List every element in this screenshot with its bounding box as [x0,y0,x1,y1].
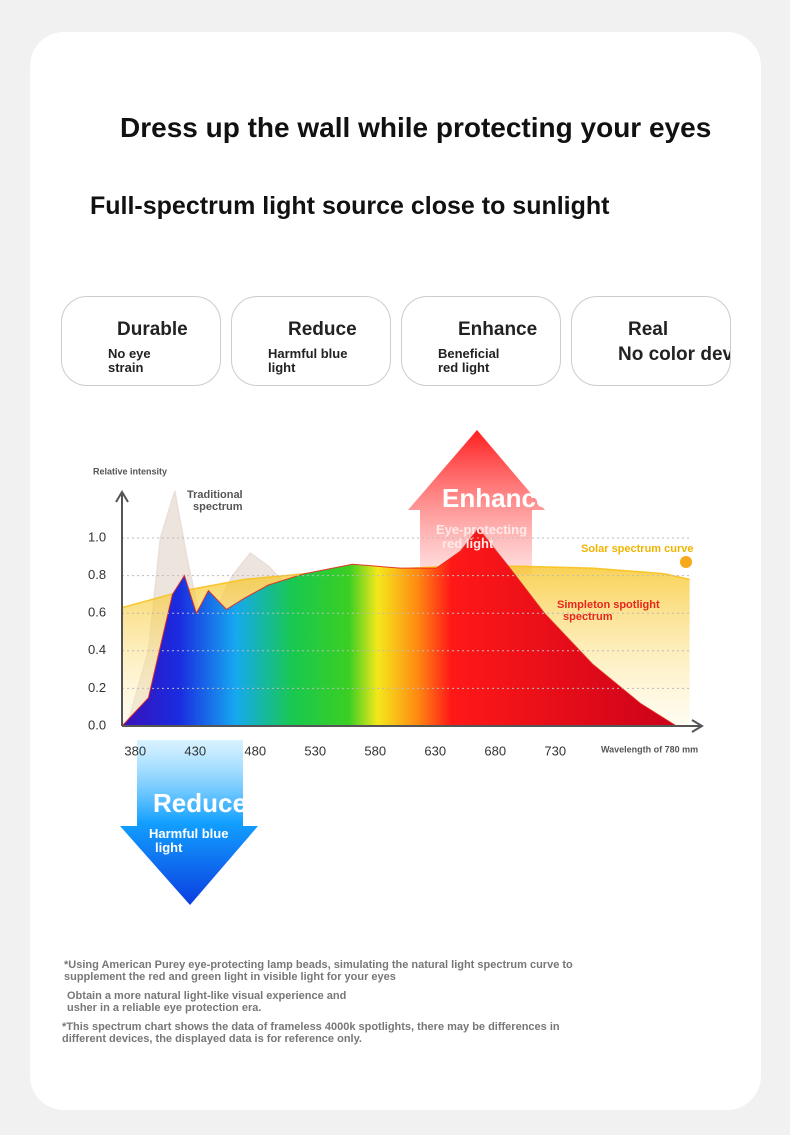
reduce-arrow [120,740,258,905]
feature-text: No eye strain [108,346,151,375]
feature-card: Durable No eye strain [61,296,221,386]
feature-text: No color deviation [618,344,730,365]
footnote: *This spectrum chart shows the data of f… [62,1021,560,1045]
feature-text: Harmful blue light [268,346,348,375]
headline: Dress up the wall while protecting your … [120,112,712,143]
x-tick-label: 430 [184,743,206,758]
x-tick-label: 530 [304,743,326,758]
feature-card: Real No color deviation [571,296,731,386]
feature-card: Enhance Beneficial red light [401,296,561,386]
series-label: Simpleton spotlight spectrum [557,599,660,623]
x-tick-label: 680 [484,743,506,758]
y-tick-label: 0.2 [88,680,106,695]
annotation-text: Eye-protecting red light [436,522,527,551]
x-tick-label: 730 [544,743,566,758]
footnote: Obtain a more natural light-like visual … [67,990,347,1014]
x-axis-label: Wavelength of 780 mm [601,744,698,754]
x-tick-label: 630 [424,743,446,758]
y-axis-label: Relative intensity [93,466,167,476]
y-tick-label: 0.8 [88,567,106,582]
x-tick-label: 580 [364,743,386,758]
x-tick-label: 380 [124,743,146,758]
y-tick-label: 1.0 [88,529,106,544]
footnote: *Using American Purey eye-protecting lam… [64,959,573,983]
feature-title: Enhance [458,319,538,340]
series-line [121,527,677,727]
series-label: Solar spectrum curve [581,543,694,555]
annotation-text: Harmful blue light [149,826,228,855]
feature-title: Durable [117,319,188,340]
annotation-title: Reduce [153,788,247,818]
y-tick-label: 0.6 [88,605,106,620]
feature-title: Reduce [288,319,357,340]
enhance-arrow [408,430,545,575]
bulb-icon [680,556,692,568]
feature-text: Beneficial red light [438,346,500,375]
y-tick-label: 0.4 [88,642,106,657]
series-label: Traditional spectrum [187,489,243,513]
area-fill [122,528,677,726]
feature-card: Reduce Harmful blue light [231,296,391,386]
x-tick-label: 480 [244,743,266,758]
annotation-title: Enhance [442,483,550,513]
subheadline: Full-spectrum light source close to sunl… [90,192,610,220]
axes [115,490,704,733]
feature-title: Real [628,319,669,340]
y-tick-label: 0.0 [88,717,106,732]
